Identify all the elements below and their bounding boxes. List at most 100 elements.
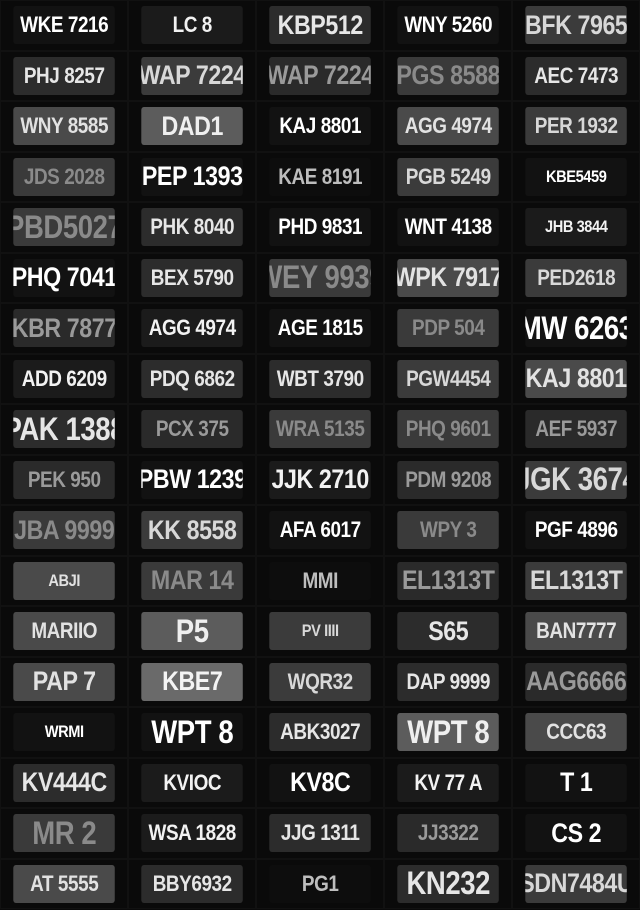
license-plate: WRA 5135 <box>269 410 371 449</box>
license-plate: PAP 7 <box>13 662 115 701</box>
license-plate: WNT 4138 <box>397 208 499 247</box>
license-plate: KN232 <box>397 864 499 903</box>
plate-cell: PAK 1388 <box>0 404 128 455</box>
license-plate: PHD 9831 <box>269 208 371 247</box>
license-plate: BEX 5790 <box>141 258 243 297</box>
plate-cell: MMI <box>256 555 384 606</box>
plate-cell: JDS 2028 <box>0 151 128 202</box>
license-plate: DAD1 <box>141 107 243 146</box>
license-plate: PAK 1388 <box>13 410 115 449</box>
plate-cell: WSA 1828 <box>128 808 256 859</box>
plate-cell: BBY6932 <box>128 858 256 909</box>
license-plate: JDS 2028 <box>13 157 115 196</box>
license-plate: WPK 7917 <box>397 258 499 297</box>
plate-cell: AEC 7473 <box>512 50 640 101</box>
license-plate: KK 8558 <box>141 511 243 550</box>
license-plate: WNY 8585 <box>13 107 115 146</box>
plate-cell: PDM 9208 <box>384 454 512 505</box>
plate-cell: WAP 7224 <box>128 50 256 101</box>
license-plate: JJK 2710 <box>269 460 371 499</box>
license-plate: AFA 6017 <box>269 511 371 550</box>
plate-cell: DAD1 <box>128 101 256 152</box>
plate-cell: AFA 6017 <box>256 505 384 556</box>
license-plate: PGF 4896 <box>525 511 627 550</box>
license-plate: PHJ 8257 <box>13 56 115 95</box>
license-plate: WPY 3 <box>397 511 499 550</box>
plate-cell: AEF 5937 <box>512 404 640 455</box>
plate-cell: AT 5555 <box>0 858 128 909</box>
license-plate: PBW 1239 <box>141 460 243 499</box>
plate-cell: WPY 3 <box>384 505 512 556</box>
license-plate: CS 2 <box>525 814 627 853</box>
license-plate: KV444C <box>13 763 115 802</box>
plate-cell: CCC63 <box>512 707 640 758</box>
plate-cell: WAP 7224 <box>256 50 384 101</box>
plate-cell: AGG 4974 <box>128 303 256 354</box>
license-plate: PGS 8588 <box>397 56 499 95</box>
license-plate: PER 1932 <box>525 107 627 146</box>
plate-cell: WPK 7917 <box>384 252 512 303</box>
license-plate: JBA 9999 <box>13 511 115 550</box>
plate-cell: WQR32 <box>256 656 384 707</box>
plate-cell: WPT 8 <box>128 707 256 758</box>
license-plate: PBD5027 <box>13 208 115 247</box>
plate-cell: KV 77 A <box>384 757 512 808</box>
license-plate: ABK3027 <box>269 713 371 752</box>
plate-cell: WNY 8585 <box>0 101 128 152</box>
plate-cell: WNY 5260 <box>384 0 512 51</box>
plate-cell: PHJ 8257 <box>0 50 128 101</box>
license-plate: AAG6666 <box>525 662 627 701</box>
license-plate: KAJ 8801 <box>269 107 371 146</box>
license-plate: AGG 4974 <box>141 309 243 348</box>
plate-cell: KBP512 <box>256 0 384 51</box>
plate-cell: PEP 1393 <box>128 151 256 202</box>
plate-cell: DAP 9999 <box>384 656 512 707</box>
plate-cell: T 1 <box>512 757 640 808</box>
plate-cell: SDN7484U <box>512 858 640 909</box>
plate-cell: JJ3322 <box>384 808 512 859</box>
plate-cell: WBT 3790 <box>256 353 384 404</box>
license-plate: P5 <box>141 612 243 651</box>
license-plate: PEP 1393 <box>141 157 243 196</box>
license-plate: KV8C <box>269 763 371 802</box>
license-plate: JHB 3844 <box>525 208 627 247</box>
plate-cell: PGF 4896 <box>512 505 640 556</box>
license-plate: BFK 7965 <box>525 6 627 45</box>
license-plate: AEC 7473 <box>525 56 627 95</box>
plate-cell: JJK 2710 <box>256 454 384 505</box>
plate-cell: PGW4454 <box>384 353 512 404</box>
license-plate: LC 8 <box>141 6 243 45</box>
license-plate: WPT 8 <box>141 713 243 752</box>
plate-cell: KVIOC <box>128 757 256 808</box>
license-plate: T 1 <box>525 763 627 802</box>
license-plate: S65 <box>397 612 499 651</box>
plate-cell: JGK 3674 <box>512 454 640 505</box>
plate-cell: AAG6666 <box>512 656 640 707</box>
license-plate: MMI <box>269 561 371 600</box>
license-plate: BAN7777 <box>525 612 627 651</box>
plate-cell: WRMI <box>0 707 128 758</box>
license-plate: WBT 3790 <box>269 359 371 398</box>
license-plate: KAE 8191 <box>269 157 371 196</box>
license-plate: JJG 1311 <box>269 814 371 853</box>
license-plate: WQR32 <box>269 662 371 701</box>
license-plate: WPT 8 <box>397 713 499 752</box>
plate-cell: PAP 7 <box>0 656 128 707</box>
license-plate: DAP 9999 <box>397 662 499 701</box>
plate-cell: CS 2 <box>512 808 640 859</box>
plate-cell: BFK 7965 <box>512 0 640 51</box>
plate-cell: KV444C <box>0 757 128 808</box>
license-plate: PHQ 7041 <box>13 258 115 297</box>
plate-cell: PHQ 7041 <box>0 252 128 303</box>
plate-cell: P5 <box>128 606 256 657</box>
plate-cell: MARIIO <box>0 606 128 657</box>
license-plate: PG1 <box>269 864 371 903</box>
plate-cell: WNT 4138 <box>384 202 512 253</box>
license-plate: KBE7 <box>141 662 243 701</box>
license-plate: KBE5459 <box>525 157 627 196</box>
plate-cell: LC 8 <box>128 0 256 51</box>
license-plate: AGE 1815 <box>269 309 371 348</box>
plate-cell: KK 8558 <box>128 505 256 556</box>
license-plate: MR 2 <box>13 814 115 853</box>
license-plate: WAP 7224 <box>141 56 243 95</box>
